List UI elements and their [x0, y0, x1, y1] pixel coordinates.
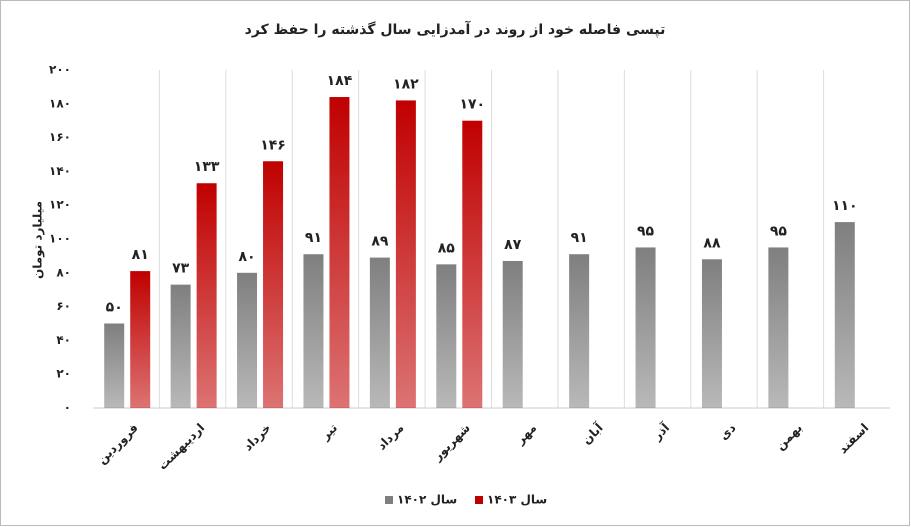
bar [701, 259, 722, 408]
y-tick-label: ۶۰ [56, 299, 71, 313]
legend-label: سال ۱۴۰۳ [487, 493, 547, 507]
bar [768, 247, 789, 408]
data-label: ۱۱۰ [832, 198, 858, 214]
y-tick-label: ۰ [64, 401, 71, 415]
y-tick-label: ۲۰ [56, 367, 71, 381]
bar [436, 264, 457, 408]
y-tick-label: ۱۰۰ [49, 232, 71, 246]
data-label: ۸۸ [703, 235, 721, 251]
y-tick-label: ۸۰ [56, 265, 71, 279]
y-tick-label: ۱۶۰ [49, 130, 71, 144]
bar [196, 183, 217, 408]
chart-title: تپسی فاصله خود از روند در آمدزایی سال گذ… [245, 20, 666, 38]
data-label: ۹۱ [571, 230, 588, 246]
y-tick-label: ۲۰۰ [49, 63, 71, 77]
data-label: ۹۵ [637, 223, 655, 239]
data-label: ۷۳ [172, 261, 190, 277]
y-tick-label: ۴۰ [56, 333, 71, 347]
bar [303, 254, 324, 408]
y-tick-label: ۱۸۰ [49, 96, 71, 110]
legend-swatch [475, 496, 483, 504]
data-label: ۱۳۳ [194, 159, 220, 175]
data-label: ۱۴۶ [260, 137, 286, 153]
bar [104, 323, 125, 408]
data-label: ۱۷۰ [459, 97, 485, 113]
data-label: ۵۰ [106, 300, 123, 316]
data-label: ۸۷ [504, 237, 522, 253]
bar [834, 222, 855, 408]
legend-label: سال ۱۴۰۲ [397, 493, 457, 507]
bar [329, 97, 350, 408]
data-label: ۱۸۲ [393, 76, 419, 92]
bar [462, 120, 483, 408]
data-label: ۸۰ [238, 249, 255, 265]
data-label: ۸۹ [371, 234, 389, 250]
bar [130, 271, 151, 408]
data-label: ۱۸۴ [327, 73, 353, 89]
y-tick-label: ۱۴۰ [49, 164, 71, 178]
bar [170, 284, 191, 408]
y-axis-label: میلیارد تومان [31, 201, 46, 279]
bar [569, 254, 590, 408]
bar [395, 100, 416, 409]
bar [237, 272, 258, 408]
bar [635, 247, 656, 408]
y-tick-label: ۱۲۰ [49, 198, 71, 212]
legend-swatch [385, 496, 393, 504]
data-label: ۹۵ [770, 223, 788, 239]
data-label: ۸۱ [132, 247, 149, 263]
data-label: ۹۱ [305, 230, 322, 246]
bar [369, 257, 390, 408]
data-label: ۸۵ [438, 240, 456, 256]
bar [263, 161, 284, 408]
bar [502, 260, 523, 408]
